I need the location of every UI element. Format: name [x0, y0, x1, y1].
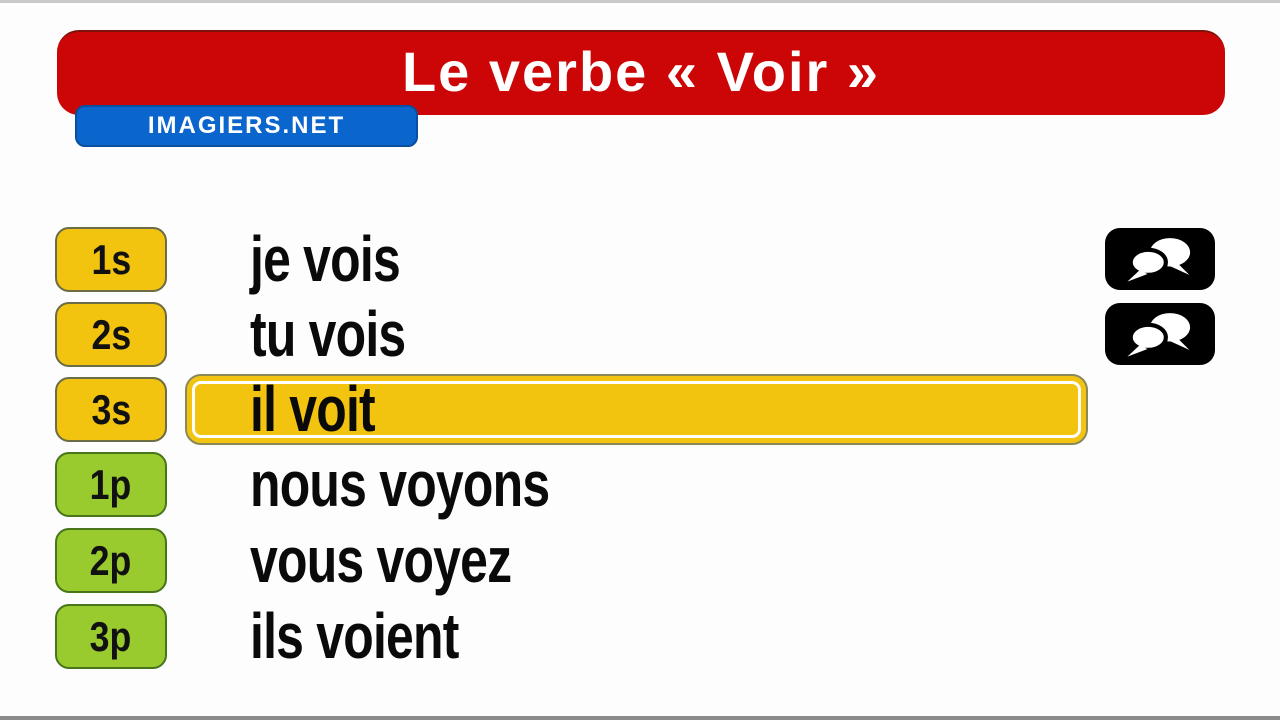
conjugation-row-2s: 2s tu vois: [0, 302, 1280, 367]
person-label: 1p: [90, 460, 132, 508]
verb-form: nous voyons: [250, 448, 550, 520]
audio-button[interactable]: [1105, 228, 1215, 290]
verb-form: je vois: [250, 223, 401, 295]
conjugation-row-1p: 1p nous voyons: [0, 452, 1280, 517]
chat-bubbles-icon: [1114, 233, 1206, 285]
title-banner: Le verbe « Voir »: [57, 30, 1225, 115]
person-label: 2p: [90, 536, 132, 584]
verb-form: tu vois: [250, 298, 406, 370]
person-label: 3p: [90, 612, 132, 660]
top-edge-line: [0, 0, 1280, 3]
conjugation-row-3s: 3s il voit: [0, 373, 1280, 445]
brand-label: IMAGIERS.NET: [147, 112, 346, 139]
person-label: 3s: [91, 385, 131, 433]
person-label: 1s: [91, 235, 131, 283]
person-label: 2s: [91, 310, 131, 358]
brand-badge: IMAGIERS.NET: [75, 105, 418, 147]
person-badge: 1s: [55, 227, 167, 292]
person-badge: 2s: [55, 302, 167, 367]
verb-form: ils voient: [250, 600, 459, 672]
highlight-bar: [185, 374, 1088, 445]
person-badge: 2p: [55, 528, 167, 593]
conjugation-row-1s: 1s je vois: [0, 227, 1280, 292]
person-badge: 3s: [55, 377, 167, 442]
person-badge: 3p: [55, 604, 167, 669]
conjugation-row-3p: 3p ils voient: [0, 604, 1280, 669]
audio-button[interactable]: [1105, 303, 1215, 365]
chat-bubbles-icon: [1114, 308, 1206, 360]
bottom-edge-line: [0, 716, 1280, 720]
conjugation-row-2p: 2p vous voyez: [0, 528, 1280, 593]
verb-form: vous voyez: [250, 524, 512, 596]
verb-form: il voit: [250, 373, 376, 445]
page-title: Le verbe « Voir »: [401, 40, 881, 103]
person-badge: 1p: [55, 452, 167, 517]
